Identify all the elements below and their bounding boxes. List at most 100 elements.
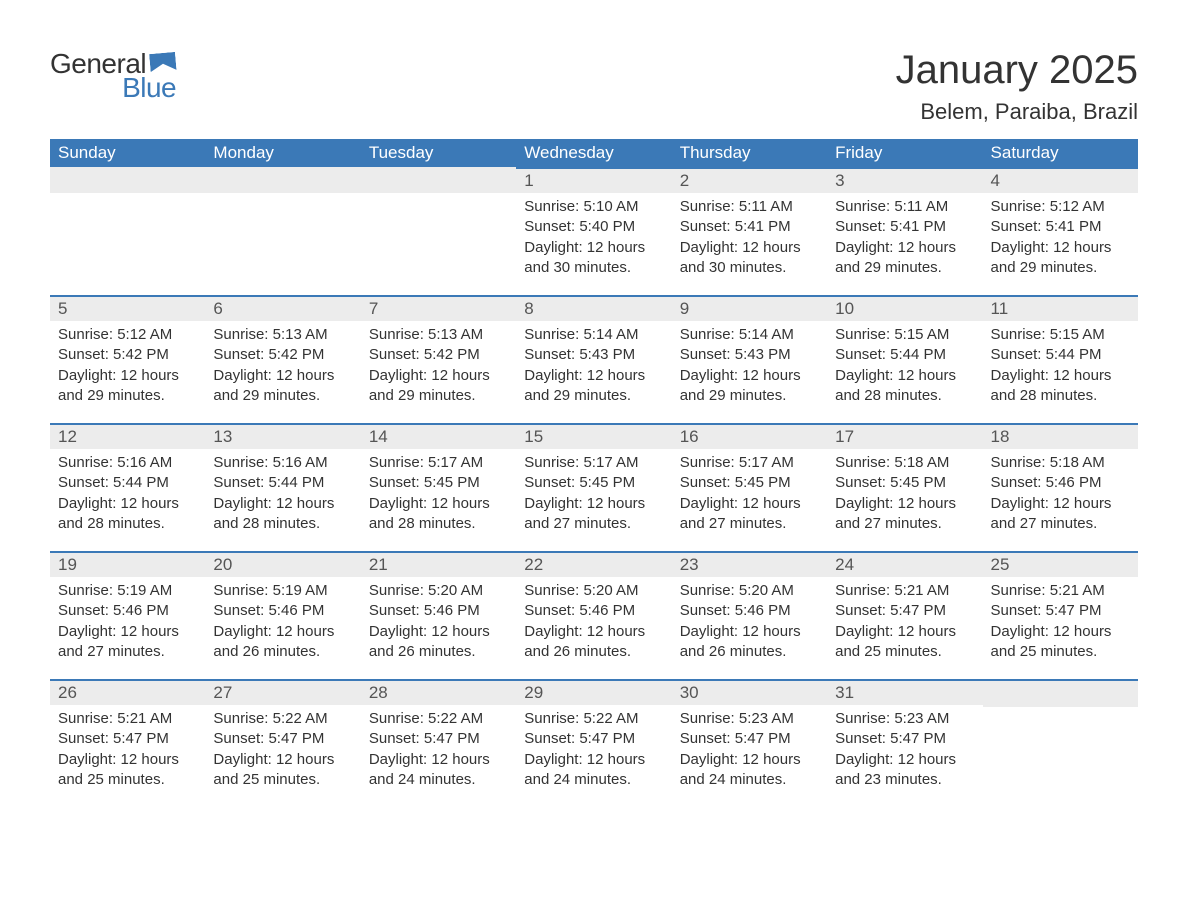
calendar-cell: 13Sunrise: 5:16 AMSunset: 5:44 PMDayligh… (205, 423, 360, 551)
sunset-value: 5:47 PM (424, 730, 480, 747)
day-details: Sunrise: 5:17 AMSunset: 5:45 PMDaylight:… (672, 449, 827, 538)
sunset-value: 5:46 PM (424, 602, 480, 619)
calendar-cell: 15Sunrise: 5:17 AMSunset: 5:45 PMDayligh… (516, 423, 671, 551)
daylight-value: 12 hours and 28 minutes. (369, 495, 490, 532)
day-details: Sunrise: 5:14 AMSunset: 5:43 PMDaylight:… (672, 321, 827, 410)
day-details: Sunrise: 5:18 AMSunset: 5:45 PMDaylight:… (827, 449, 982, 538)
sunrise-line: Sunrise: 5:10 AM (524, 197, 663, 217)
calendar-cell: 3Sunrise: 5:11 AMSunset: 5:41 PMDaylight… (827, 167, 982, 295)
sunset-value: 5:44 PM (268, 474, 324, 491)
sunset-value: 5:46 PM (735, 602, 791, 619)
calendar-cell: 2Sunrise: 5:11 AMSunset: 5:41 PMDaylight… (672, 167, 827, 295)
daylight-value: 12 hours and 25 minutes. (991, 623, 1112, 660)
day-number: 9 (672, 297, 827, 321)
daylight-line: Daylight: 12 hours and 27 minutes. (680, 494, 819, 535)
sunrise-value: 5:23 AM (894, 710, 949, 727)
daylight-line: Daylight: 12 hours and 26 minutes. (680, 622, 819, 663)
empty-day (983, 679, 1138, 795)
sunset-line: Sunset: 5:46 PM (369, 601, 508, 621)
day-details: Sunrise: 5:20 AMSunset: 5:46 PMDaylight:… (361, 577, 516, 666)
sunrise-line: Sunrise: 5:21 AM (58, 709, 197, 729)
daylight-line: Daylight: 12 hours and 29 minutes. (213, 366, 352, 407)
day-number: 13 (205, 425, 360, 449)
day-box: 17Sunrise: 5:18 AMSunset: 5:45 PMDayligh… (827, 423, 982, 538)
day-box: 7Sunrise: 5:13 AMSunset: 5:42 PMDaylight… (361, 295, 516, 410)
daylight-value: 12 hours and 23 minutes. (835, 751, 956, 788)
day-details: Sunrise: 5:22 AMSunset: 5:47 PMDaylight:… (361, 705, 516, 794)
day-of-week-header: Tuesday (361, 139, 516, 167)
day-box: 28Sunrise: 5:22 AMSunset: 5:47 PMDayligh… (361, 679, 516, 794)
day-box: 2Sunrise: 5:11 AMSunset: 5:41 PMDaylight… (672, 167, 827, 282)
day-box: 11Sunrise: 5:15 AMSunset: 5:44 PMDayligh… (983, 295, 1138, 410)
sunset-line: Sunset: 5:44 PM (835, 345, 974, 365)
sunset-line: Sunset: 5:43 PM (680, 345, 819, 365)
daylight-value: 12 hours and 30 minutes. (680, 239, 801, 276)
sunset-value: 5:42 PM (424, 346, 480, 363)
calendar-cell: 17Sunrise: 5:18 AMSunset: 5:45 PMDayligh… (827, 423, 982, 551)
daylight-value: 12 hours and 29 minutes. (213, 367, 334, 404)
sunset-value: 5:44 PM (890, 346, 946, 363)
daylight-value: 12 hours and 24 minutes. (680, 751, 801, 788)
day-details: Sunrise: 5:19 AMSunset: 5:46 PMDaylight:… (50, 577, 205, 666)
daylight-value: 12 hours and 29 minutes. (524, 367, 645, 404)
sunrise-value: 5:19 AM (117, 582, 172, 599)
sunrise-line: Sunrise: 5:22 AM (213, 709, 352, 729)
daylight-line: Daylight: 12 hours and 26 minutes. (524, 622, 663, 663)
day-box: 13Sunrise: 5:16 AMSunset: 5:44 PMDayligh… (205, 423, 360, 538)
sunrise-value: 5:17 AM (583, 454, 638, 471)
day-of-week-header: Friday (827, 139, 982, 167)
daylight-value: 12 hours and 27 minutes. (835, 495, 956, 532)
sunset-line: Sunset: 5:47 PM (58, 729, 197, 749)
daylight-line: Daylight: 12 hours and 27 minutes. (58, 622, 197, 663)
day-details: Sunrise: 5:11 AMSunset: 5:41 PMDaylight:… (672, 193, 827, 282)
daylight-value: 12 hours and 28 minutes. (58, 495, 179, 532)
day-box: 21Sunrise: 5:20 AMSunset: 5:46 PMDayligh… (361, 551, 516, 666)
calendar-cell: 19Sunrise: 5:19 AMSunset: 5:46 PMDayligh… (50, 551, 205, 679)
day-number: 27 (205, 681, 360, 705)
daylight-line: Daylight: 12 hours and 28 minutes. (58, 494, 197, 535)
sunrise-line: Sunrise: 5:23 AM (835, 709, 974, 729)
calendar-week-row: 1Sunrise: 5:10 AMSunset: 5:40 PMDaylight… (50, 167, 1138, 295)
day-box: 26Sunrise: 5:21 AMSunset: 5:47 PMDayligh… (50, 679, 205, 794)
day-details: Sunrise: 5:21 AMSunset: 5:47 PMDaylight:… (50, 705, 205, 794)
sunset-value: 5:41 PM (890, 218, 946, 235)
daylight-line: Daylight: 12 hours and 28 minutes. (991, 366, 1130, 407)
calendar-cell: 25Sunrise: 5:21 AMSunset: 5:47 PMDayligh… (983, 551, 1138, 679)
empty-day (205, 167, 360, 281)
sunrise-value: 5:22 AM (273, 710, 328, 727)
day-number: 17 (827, 425, 982, 449)
day-details: Sunrise: 5:16 AMSunset: 5:44 PMDaylight:… (50, 449, 205, 538)
day-details: Sunrise: 5:17 AMSunset: 5:45 PMDaylight:… (516, 449, 671, 538)
daylight-line: Daylight: 12 hours and 26 minutes. (369, 622, 508, 663)
sunset-line: Sunset: 5:40 PM (524, 217, 663, 237)
day-number: 11 (983, 297, 1138, 321)
sunset-line: Sunset: 5:41 PM (835, 217, 974, 237)
sunrise-value: 5:15 AM (894, 326, 949, 343)
sunset-value: 5:46 PM (1046, 474, 1102, 491)
empty-day (361, 167, 516, 281)
day-number: 18 (983, 425, 1138, 449)
day-of-week-header: Wednesday (516, 139, 671, 167)
sunrise-value: 5:22 AM (583, 710, 638, 727)
daylight-value: 12 hours and 29 minutes. (680, 367, 801, 404)
day-details: Sunrise: 5:21 AMSunset: 5:47 PMDaylight:… (827, 577, 982, 666)
day-number: 30 (672, 681, 827, 705)
day-box: 3Sunrise: 5:11 AMSunset: 5:41 PMDaylight… (827, 167, 982, 282)
day-details: Sunrise: 5:10 AMSunset: 5:40 PMDaylight:… (516, 193, 671, 282)
daylight-value: 12 hours and 30 minutes. (524, 239, 645, 276)
daylight-line: Daylight: 12 hours and 25 minutes. (58, 750, 197, 791)
daylight-line: Daylight: 12 hours and 25 minutes. (213, 750, 352, 791)
calendar-cell: 14Sunrise: 5:17 AMSunset: 5:45 PMDayligh… (361, 423, 516, 551)
sunset-line: Sunset: 5:47 PM (524, 729, 663, 749)
day-box: 23Sunrise: 5:20 AMSunset: 5:46 PMDayligh… (672, 551, 827, 666)
empty-details (205, 193, 360, 281)
day-number: 25 (983, 553, 1138, 577)
day-number: 7 (361, 297, 516, 321)
calendar-cell: 22Sunrise: 5:20 AMSunset: 5:46 PMDayligh… (516, 551, 671, 679)
sunrise-value: 5:12 AM (1050, 198, 1105, 215)
sunrise-value: 5:11 AM (894, 198, 948, 215)
sunrise-line: Sunrise: 5:15 AM (991, 325, 1130, 345)
day-number: 21 (361, 553, 516, 577)
sunrise-line: Sunrise: 5:13 AM (369, 325, 508, 345)
sunset-line: Sunset: 5:46 PM (680, 601, 819, 621)
